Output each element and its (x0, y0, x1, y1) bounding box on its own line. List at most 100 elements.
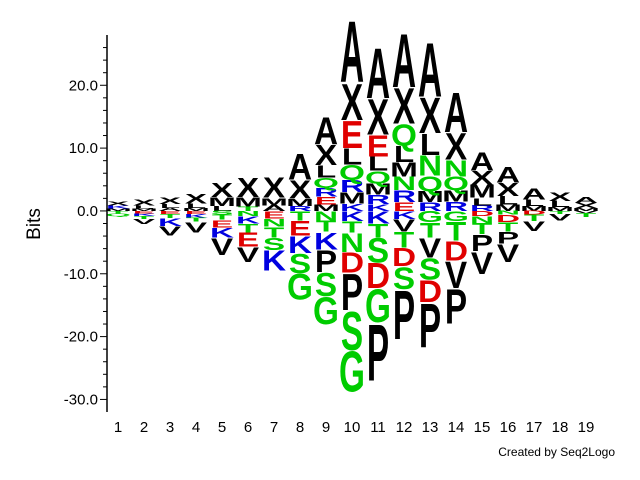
x-tick-label: 2 (140, 419, 148, 436)
logo-letter-q: Q (313, 176, 339, 191)
logo-letter-a: A (444, 81, 468, 144)
logo-letter-p: P (419, 290, 441, 361)
logo-letter-k: K (366, 203, 390, 214)
x-tick-label: 12 (396, 419, 413, 436)
logo-letter-k: K (288, 232, 312, 259)
logo-letter-t: T (446, 217, 467, 246)
y-tick-label: 0.0 (77, 203, 98, 220)
logo-letter-t: T (212, 214, 233, 222)
logo-letter-l: L (186, 202, 206, 209)
logo-letter-q: Q (443, 173, 469, 195)
logo-letter-m: M (208, 195, 236, 209)
logo-letter-r: R (470, 204, 494, 213)
y-tick-label: 10.0 (69, 140, 98, 157)
logo-letter-e: E (237, 229, 259, 252)
logo-letter-x: X (393, 79, 416, 136)
logo-letter-l: L (134, 205, 154, 210)
logo-letter-k: K (158, 216, 182, 229)
x-tick-label: 10 (344, 419, 361, 436)
logo-letter-v: V (133, 218, 155, 226)
logo-letter-n: N (418, 150, 442, 182)
logo-letter-e: E (159, 210, 181, 215)
logo-letter-s: S (419, 252, 441, 286)
logo-letter-l: L (368, 152, 388, 175)
logo-letter-l: L (498, 194, 518, 208)
logo-letter-t: T (238, 206, 259, 213)
logo-letter-a: A (158, 207, 182, 212)
logo-letter-m: M (520, 205, 548, 213)
logo-letter-m: M (234, 195, 262, 209)
logo-letter-x: X (315, 139, 337, 171)
x-axis-labels: 1 2 3 4 5 6 7 8 9 10 11 12 13 14 15 16 17 18 19 (114, 419, 595, 436)
logo-letter-v: V (211, 234, 234, 261)
logo-letter-a: A (574, 196, 598, 205)
logo-letter-t: T (498, 220, 519, 234)
logo-letter-m: M (338, 189, 366, 207)
logo-letter-x: X (549, 190, 572, 204)
logo-letter-q: Q (391, 118, 417, 152)
logo-letter-r: R (418, 200, 442, 214)
logo-letter-s: S (341, 300, 363, 362)
logo-letter-e: E (393, 200, 415, 214)
logo-letter-v: V (237, 243, 260, 266)
logo-letter-k: K (210, 225, 235, 240)
logo-letter-l: L (160, 203, 180, 209)
logo-letter-e: E (289, 217, 311, 240)
logo-letter-e: E (211, 218, 233, 229)
logo-letter-t: T (108, 211, 129, 215)
logo-letter-x: X (185, 191, 207, 206)
logo-letter-l: L (550, 200, 571, 210)
logo-letter-t: T (342, 218, 362, 236)
logo-letter-x: X (471, 167, 493, 189)
logo-letter-n: N (392, 173, 416, 195)
x-tick-label: 8 (296, 419, 304, 436)
logo-letter-r: R (366, 193, 390, 207)
logo-letter-t: T (394, 227, 414, 252)
logo-letter-l: L (316, 162, 336, 182)
logo-letter-e: E (133, 211, 155, 215)
logo-letter-m: M (494, 203, 522, 213)
logo-letter-x: X (107, 201, 129, 207)
logo-letter-k: K (132, 213, 156, 217)
logo-letter-e: E (263, 210, 285, 221)
logo-letter-m: M (364, 180, 392, 198)
logo-letter-t: T (576, 213, 597, 219)
logo-letter-x: X (133, 198, 155, 207)
logo-letter-r: R (444, 200, 468, 214)
logo-letter-k: K (340, 202, 364, 213)
x-tick-label: 16 (500, 419, 517, 436)
logo-letter-m: M (130, 208, 158, 212)
logo-letter-v: V (185, 220, 208, 236)
logo-letter-m: M (104, 208, 132, 212)
y-tick-label: -30.0 (64, 391, 98, 408)
logo-letter-a: A (262, 204, 286, 213)
logo-letter-p: P (341, 264, 363, 322)
logo-letter-t: T (368, 220, 389, 242)
x-tick-label: 14 (448, 419, 465, 436)
x-tick-label: 6 (244, 419, 252, 436)
logo-letter-e: E (315, 195, 337, 208)
logo-letter-a: A (470, 148, 494, 177)
logo-letter-m: M (572, 207, 600, 212)
logo-letter-x: X (237, 172, 260, 204)
logo-letter-l: L (524, 198, 545, 208)
logo-letter-d: D (418, 274, 442, 309)
logo-letter-p: P (471, 231, 493, 257)
x-tick-label: 13 (422, 419, 439, 436)
logo-letter-v: V (471, 246, 494, 281)
logo-letter-l: L (420, 127, 440, 161)
logo-letter-a: A (314, 109, 338, 153)
logo-letter-e: E (341, 113, 363, 157)
logo-letter-x: X (289, 176, 311, 205)
y-axis-ticks: 20.0 10.0 0.0 -10.0 -20.0 -30.0 (64, 47, 107, 408)
logo-letter-x: X (211, 179, 234, 202)
logo-letter-v: V (393, 216, 416, 236)
logo-letter-a: A (418, 27, 442, 114)
logo-letter-r: R (314, 186, 338, 200)
x-tick-label: 19 (578, 419, 595, 436)
logo-letter-m: M (416, 188, 444, 206)
logo-letter-m: M (546, 206, 574, 212)
logo-letter-n: N (444, 156, 468, 182)
logo-letter-d: D (392, 244, 416, 273)
x-tick-label: 5 (218, 419, 226, 436)
